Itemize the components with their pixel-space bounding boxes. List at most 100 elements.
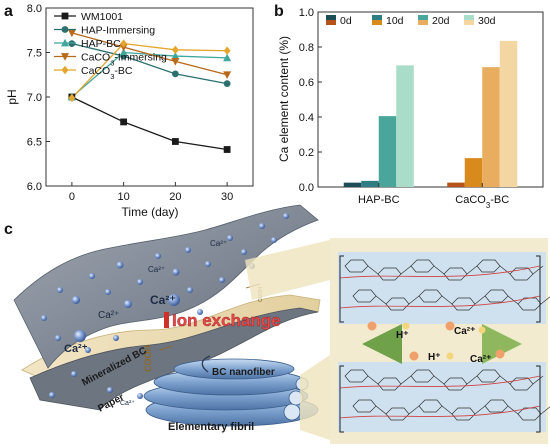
calcium-particle <box>172 268 180 276</box>
hydrogen-bond-line <box>339 295 541 309</box>
zoom-ion-yellow-3 <box>446 352 454 360</box>
legend-marker-hap-immersing <box>61 26 69 33</box>
calcium-particle <box>283 213 289 219</box>
glycosidic-bond <box>408 295 420 305</box>
chart-b-y-tick-label: 0.4 <box>299 112 314 124</box>
series-line-caco3-immersing <box>71 32 228 76</box>
data-point-caco3-immersing <box>171 58 180 66</box>
calcium-particle <box>259 223 265 229</box>
legend-marker-caco3-bc <box>61 65 69 75</box>
legend-label-hap-immersing: HAP-Immersing <box>81 25 155 37</box>
chart-b-y-tick-label: 0.2 <box>299 147 314 159</box>
chart-a-y-tick-label: 6.0 <box>27 181 42 193</box>
bar-hap-bc-10d <box>361 180 379 187</box>
chart-a-x-tick-label: 0 <box>69 191 75 203</box>
chart-b-y-tick-label: 0.8 <box>299 42 314 54</box>
ion-exchange-bar <box>164 312 169 328</box>
data-point-caco3-bc <box>120 39 128 48</box>
chart-a-y-tick-label: 7.5 <box>27 48 42 60</box>
legend-label-hap-bc: HAP-BC <box>81 38 121 50</box>
calcium-particle <box>71 371 77 377</box>
chart-b-y-axis-label: Ca element content (%) <box>277 36 291 162</box>
legend-swatch-30d-b <box>464 20 474 25</box>
chart-a-y-axis-label: pH <box>5 89 19 104</box>
hydrogen-bond-line <box>339 375 541 389</box>
data-point-hap-bc <box>171 51 180 60</box>
chart-a-y-tick-label: 6.5 <box>27 137 42 149</box>
glycosidic-bond <box>375 405 387 415</box>
data-point-caco3-immersing <box>223 71 232 79</box>
cellulose-chain-band-upper <box>338 252 546 324</box>
bar-hap-bc-30d <box>396 65 414 187</box>
bar-caco3-bc-20d <box>482 67 500 187</box>
chart-a-x-tick-label: 30 <box>221 191 233 203</box>
zoom-ca-ion-label-1: Ca²⁺ <box>454 326 475 337</box>
legend-marker-hap-bc <box>61 38 69 47</box>
ca-ion-label-6: Ca²⁺ <box>120 400 135 407</box>
zoom-wedge-upper <box>245 240 330 300</box>
calcium-particle <box>57 287 63 293</box>
glycosidic-bond <box>441 405 453 415</box>
glycosidic-bond <box>408 405 420 415</box>
chart-b-x-tick-label-caco3-bc: CaCO3-BC <box>455 194 509 210</box>
data-point-caco3-immersing <box>67 29 76 38</box>
panel-label-c: c <box>4 221 13 238</box>
ca-ion-label-4: Ca²⁺ <box>98 310 119 321</box>
glycosidic-bond <box>474 295 486 305</box>
data-point-hap-bc <box>223 53 232 62</box>
bracket-right-upper <box>536 255 541 323</box>
series-line-hap-immersing <box>71 42 228 85</box>
calcium-particle <box>89 273 95 279</box>
calcium-particle <box>137 279 143 285</box>
glycosidic-bond <box>400 375 412 385</box>
calcium-particle <box>271 237 277 243</box>
legend-label-wm1001: WM1001 <box>81 11 123 23</box>
zoom-wedge-lower <box>300 355 330 440</box>
calcium-particle <box>85 347 91 353</box>
glycosidic-bond <box>507 405 519 415</box>
glycosidic-bond <box>499 375 511 385</box>
legend-swatch-20d-a <box>418 15 428 20</box>
glycosidic-bond <box>367 375 379 385</box>
chart-b-y-tick-label: 1.0 <box>299 7 314 19</box>
legend-label-caco3-immersing: CaCO3-Immersing <box>81 52 167 68</box>
chart-b-y-ticks: 0.0 0.2 0.4 0.6 0.8 1.0 <box>299 7 322 194</box>
zoom-ion-yellow-1 <box>402 322 410 330</box>
chart-b-x-tick-label-hap-bc: HAP-BC <box>358 194 400 206</box>
calcium-particle <box>155 253 161 259</box>
glycosidic-bond <box>540 296 550 305</box>
chart-b-plot-frame <box>317 11 544 188</box>
chart-a-x-tick-label: 20 <box>169 191 181 203</box>
calcium-particle <box>55 335 61 341</box>
legend-marker-wm1001 <box>61 12 69 20</box>
calcium-particle <box>241 249 247 255</box>
mineralized-bc-lower-sheet <box>29 307 319 411</box>
ion-exchange-label: Ion exchange <box>172 311 281 330</box>
cellulose-chain-band-lower <box>338 362 546 432</box>
calcium-particle <box>105 289 111 295</box>
ca-ion-label-1: Ca²⁺ <box>148 265 165 274</box>
legend-swatch-30d-a <box>464 15 474 20</box>
chart-a-series-lines <box>71 32 228 151</box>
chart-b-y-tick-label: 0.0 <box>299 182 314 194</box>
mineralized-bc-sheet <box>13 204 319 369</box>
calcium-particle <box>205 261 211 267</box>
legend-label-0d: 0d <box>340 15 352 27</box>
legend-label-30d: 30d <box>478 15 496 27</box>
elementary-fibril-label: Elementary fibril <box>168 421 254 433</box>
glycosidic-bond <box>433 375 445 385</box>
legend-label-10d: 10d <box>386 15 404 27</box>
bar-hap-bc-20d <box>378 116 397 187</box>
chart-b-x-ticks: HAP-BC CaCO3-BC <box>358 183 509 210</box>
data-point-wm1001 <box>171 138 179 145</box>
legend-label-20d: 20d <box>432 15 450 27</box>
chart-b-y-tick-label: 0.6 <box>299 77 314 89</box>
calcium-particle <box>219 277 225 283</box>
chart-a-x-axis-label: Time (day) <box>122 205 179 219</box>
glycosidic-bond <box>499 265 511 275</box>
series-line-wm1001 <box>71 96 228 151</box>
data-point-wm1001 <box>120 118 128 126</box>
zoom-ion-orange-1 <box>367 321 377 331</box>
data-point-hap-immersing <box>223 80 231 88</box>
